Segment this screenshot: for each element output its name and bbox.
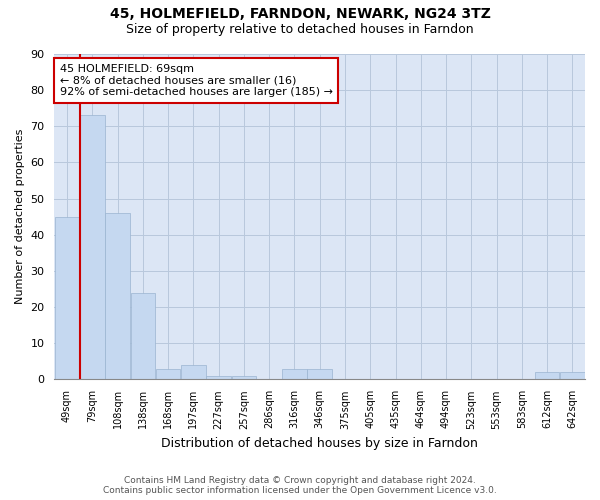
Y-axis label: Number of detached properties: Number of detached properties (15, 129, 25, 304)
Bar (232, 376, 256, 380)
Text: Size of property relative to detached houses in Farndon: Size of property relative to detached ho… (126, 22, 474, 36)
Bar (181, 365, 206, 380)
Bar (156, 368, 181, 380)
Bar (55, 216, 79, 380)
Text: 45, HOLMEFIELD, FARNDON, NEWARK, NG24 3TZ: 45, HOLMEFIELD, FARNDON, NEWARK, NG24 3T… (110, 8, 490, 22)
Bar (131, 292, 155, 380)
Bar (106, 213, 130, 380)
Text: 45 HOLMEFIELD: 69sqm
← 8% of detached houses are smaller (16)
92% of semi-detach: 45 HOLMEFIELD: 69sqm ← 8% of detached ho… (60, 64, 333, 97)
Bar (560, 372, 584, 380)
Bar (307, 368, 332, 380)
Bar (282, 368, 307, 380)
Bar (206, 376, 231, 380)
Bar (535, 372, 559, 380)
X-axis label: Distribution of detached houses by size in Farndon: Distribution of detached houses by size … (161, 437, 478, 450)
Bar (80, 116, 104, 380)
Text: Contains HM Land Registry data © Crown copyright and database right 2024.
Contai: Contains HM Land Registry data © Crown c… (103, 476, 497, 495)
